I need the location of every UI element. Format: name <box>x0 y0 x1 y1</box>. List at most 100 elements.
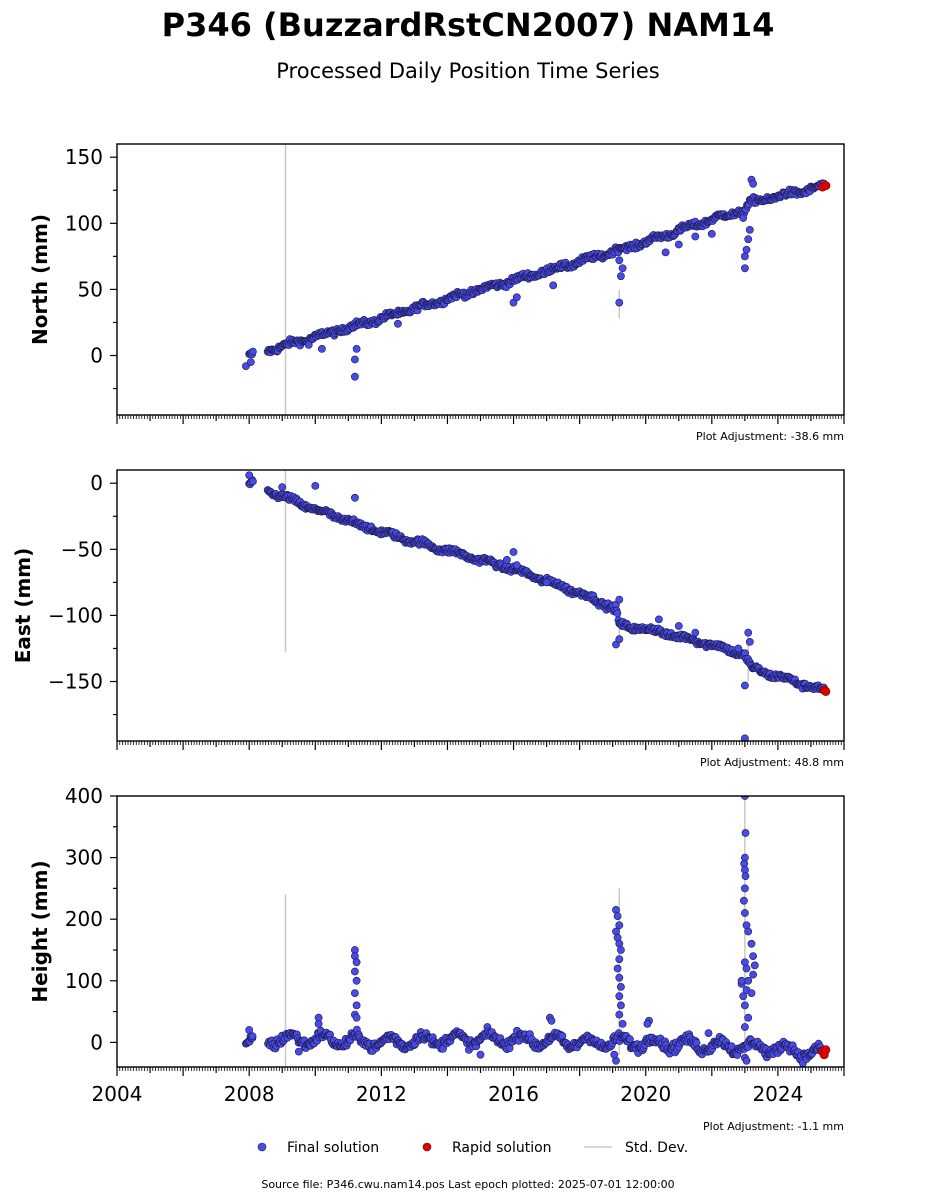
final-point-outlier <box>749 970 757 979</box>
x-tick-label: 2008 <box>224 1082 275 1106</box>
final-point-outlier <box>245 1026 254 1034</box>
y-tick-label: −50 <box>61 537 103 561</box>
final-point-outlier <box>615 595 624 604</box>
final-point <box>248 477 257 486</box>
final-point-outlier <box>304 340 313 349</box>
plot-adjustment-label: Plot Adjustment: -38.6 mm <box>696 430 844 443</box>
legend-final-label: Final solution <box>287 1140 379 1156</box>
final-point-outlier <box>615 635 624 644</box>
final-point-outlier <box>476 1050 485 1059</box>
final-point-outlier <box>314 1020 323 1028</box>
final-point-outlier <box>741 734 749 741</box>
plot-area-east <box>245 470 831 741</box>
chart-subtitle: Processed Daily Position Time Series <box>276 59 660 83</box>
y-tick-label: 150 <box>65 145 103 169</box>
final-point-outlier <box>655 615 663 624</box>
final-point-outlier <box>509 548 518 556</box>
final-point-outlier <box>744 976 753 985</box>
source-footer: Source file: P346.cwu.nam14.pos Last epo… <box>261 1178 674 1191</box>
plot-area-height <box>241 796 831 1067</box>
final-point-outlier <box>617 272 625 281</box>
axes-frame <box>116 143 845 416</box>
final-point-outlier <box>350 989 359 997</box>
panels: 0 50 100 150 North (mm) Plot Adjustment: -38.… <box>11 143 845 1133</box>
rapid-point <box>821 1045 831 1055</box>
final-point-outlier <box>350 372 359 381</box>
final-point-outlier <box>615 973 624 982</box>
final-point-outlier <box>744 1013 753 1022</box>
final-point-outlier <box>741 1023 749 1031</box>
final-point <box>613 609 622 618</box>
y-tick-label: 100 <box>65 211 103 235</box>
final-point-outlier <box>643 1020 652 1028</box>
final-point-outlier <box>278 483 287 492</box>
final-point-outlier <box>393 319 402 328</box>
final-point-outlier <box>734 644 743 653</box>
final-point-outlier <box>245 471 254 480</box>
final-point-outlier <box>661 248 670 257</box>
final-point-outlier <box>613 912 622 920</box>
final-point-outlier <box>618 1020 627 1028</box>
final-point-outlier <box>741 264 749 273</box>
final-point-outlier <box>741 681 749 690</box>
axes-frame <box>116 469 845 742</box>
chart-title: P346 (BuzzardRstCN2007) NAM14 <box>162 6 775 44</box>
final-point-outlier <box>741 1001 749 1010</box>
y-axis-label: North (mm) <box>28 214 52 345</box>
final-point-outlier <box>739 214 748 222</box>
y-axis-label: East (mm) <box>11 548 35 664</box>
y-tick-label: 400 <box>65 784 103 808</box>
final-point-outlier <box>615 256 624 265</box>
final-point-outlier <box>615 955 624 964</box>
rapid-point <box>821 181 831 191</box>
legend-final-marker <box>257 1142 267 1152</box>
axes-frame <box>116 795 845 1068</box>
final-point <box>727 1042 736 1051</box>
final-point-outlier <box>749 179 757 188</box>
final-point-outlier <box>294 1047 303 1056</box>
final-point-outlier <box>745 225 754 234</box>
y-tick-label: 0 <box>90 471 103 495</box>
final-point-outlier <box>615 921 624 930</box>
x-tick-label: 2024 <box>752 1082 803 1106</box>
final-point-outlier <box>352 976 361 985</box>
final-point-outlier <box>741 872 750 880</box>
final-point-outlier <box>311 481 320 490</box>
final-point-outlier <box>618 264 627 273</box>
plot-area-north <box>241 144 831 415</box>
final-point-outlier <box>615 992 624 1001</box>
final-point-outlier <box>317 344 326 353</box>
final-point-outlier <box>674 240 683 249</box>
y-tick-label: 100 <box>65 969 103 993</box>
y-tick-label: 0 <box>90 344 103 368</box>
final-point-outlier <box>615 1010 624 1019</box>
legend-stddev-label: Std. Dev. <box>625 1140 688 1156</box>
x-tick-label: 2004 <box>92 1082 143 1106</box>
final-point-outlier <box>750 961 759 970</box>
y-tick-label: 0 <box>90 1030 103 1054</box>
y-tick-label: 50 <box>78 277 103 301</box>
final-point-outlier <box>352 1001 361 1010</box>
final-point-outlier <box>350 355 359 364</box>
final-point-outlier <box>740 896 748 905</box>
final-point-outlier <box>352 1013 361 1022</box>
final-point-outlier <box>737 976 746 985</box>
legend-rapid-label: Rapid solution <box>452 1140 552 1156</box>
y-tick-label: 300 <box>65 846 103 870</box>
final-point-outlier <box>613 964 622 973</box>
panel-height: 0 100 200 300 400 2004 2008 2012 2016 2020 2024 Hei… <box>28 784 845 1133</box>
y-tick-label: −150 <box>48 670 103 694</box>
final-point-outlier <box>617 946 625 954</box>
final-point-outlier <box>744 235 753 244</box>
final-point-outlier <box>707 229 716 238</box>
final-point-outlier <box>742 964 751 973</box>
y-tick-label: 200 <box>65 907 103 931</box>
final-point-outlier <box>617 983 625 991</box>
final-point-outlier <box>747 939 756 948</box>
final-point-outlier <box>549 281 558 290</box>
final-point-outlier <box>246 358 255 366</box>
final-point-outlier <box>617 1001 625 1010</box>
final-point-outlier <box>741 884 749 893</box>
final-point <box>248 347 257 356</box>
